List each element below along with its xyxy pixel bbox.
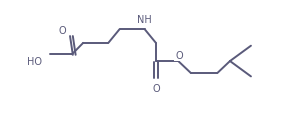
- Text: NH: NH: [137, 15, 152, 25]
- Text: HO: HO: [27, 57, 42, 66]
- Text: O: O: [175, 51, 183, 61]
- Text: O: O: [152, 83, 160, 93]
- Text: O: O: [59, 26, 67, 35]
